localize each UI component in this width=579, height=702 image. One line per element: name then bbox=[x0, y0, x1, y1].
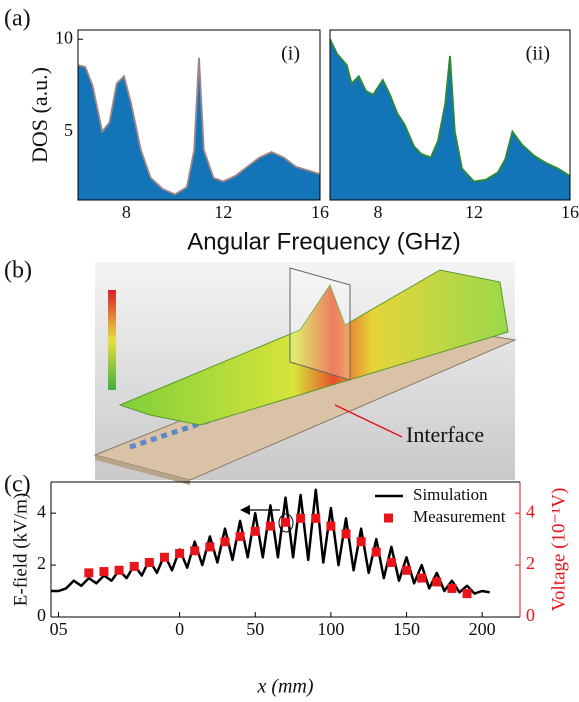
marker bbox=[296, 513, 306, 523]
x-tick-label: 200 bbox=[469, 619, 496, 639]
x-tick-label: 12 bbox=[214, 202, 232, 222]
y-axis-label: E-field (kV/m) bbox=[10, 493, 31, 606]
x-tick-label: 16 bbox=[561, 202, 579, 222]
marker bbox=[371, 547, 381, 557]
subplot-label: (i) bbox=[281, 43, 300, 65]
marker bbox=[175, 548, 185, 558]
marker bbox=[129, 561, 139, 571]
y2-tick-label: 4 bbox=[526, 501, 535, 521]
marker bbox=[159, 552, 169, 562]
x-tick-label: 12 bbox=[465, 202, 483, 222]
marker bbox=[205, 542, 215, 552]
area-fill bbox=[330, 39, 570, 201]
annotation: Interface bbox=[406, 422, 484, 447]
marker bbox=[114, 565, 124, 575]
x-tick-label: 8 bbox=[122, 202, 131, 222]
x-tick-label: 150 bbox=[393, 619, 420, 639]
marker bbox=[432, 577, 442, 587]
marker bbox=[281, 517, 290, 527]
marker bbox=[447, 583, 457, 593]
marker bbox=[341, 529, 351, 539]
y2-axis-label: Voltage (10⁻¹V) bbox=[548, 488, 569, 612]
x-tick-label: 50 bbox=[246, 619, 264, 639]
marker bbox=[250, 526, 260, 536]
x-axis-label: x (mm) bbox=[256, 676, 313, 698]
x-tick-label: 0 bbox=[175, 619, 184, 639]
marker bbox=[386, 557, 396, 567]
area-fill bbox=[78, 57, 320, 201]
marker bbox=[235, 532, 245, 542]
marker bbox=[265, 521, 275, 531]
line bbox=[51, 488, 490, 595]
panel-label: (c) bbox=[4, 472, 31, 498]
subplot-label: (ii) bbox=[526, 43, 550, 65]
y-axis-label: DOS (a.u.) bbox=[27, 67, 52, 163]
y-tick-label: 0 bbox=[37, 605, 46, 625]
plot-frame bbox=[329, 29, 571, 201]
y2-tick-label: 2 bbox=[526, 553, 535, 573]
marker bbox=[356, 537, 366, 547]
legend-marker bbox=[384, 513, 393, 523]
x-tick-label: 16 bbox=[311, 202, 329, 222]
panel-label: (b) bbox=[4, 258, 32, 284]
marker bbox=[99, 567, 109, 577]
marker bbox=[84, 568, 94, 578]
area-edge bbox=[329, 38, 571, 183]
y-tick-label: 10 bbox=[55, 27, 73, 47]
marker bbox=[402, 565, 412, 575]
marker bbox=[417, 573, 427, 583]
marker bbox=[311, 513, 321, 523]
marker bbox=[190, 546, 200, 556]
marker bbox=[462, 589, 472, 599]
marker bbox=[144, 557, 154, 567]
legend-label: Measurement bbox=[413, 507, 506, 526]
simulation-image bbox=[93, 262, 517, 485]
area-edge bbox=[77, 57, 321, 196]
panel-label: (a) bbox=[4, 6, 31, 32]
x-tick-label: 100 bbox=[317, 619, 344, 639]
arrow-annotation bbox=[240, 505, 294, 533]
y-tick-label: 2 bbox=[37, 553, 46, 573]
marker bbox=[326, 521, 336, 531]
marker bbox=[220, 537, 230, 547]
y-tick-label: 5 bbox=[64, 120, 73, 140]
y-tick-label: 4 bbox=[37, 501, 46, 521]
x-tick-label: 8 bbox=[374, 202, 383, 222]
x-axis-label: Angular Frequency (GHz) bbox=[187, 228, 460, 255]
y2-tick-label: 0 bbox=[526, 605, 535, 625]
plot-frame bbox=[77, 29, 321, 201]
legend-label: Simulation bbox=[413, 485, 488, 504]
x-tick-label: 05 bbox=[50, 619, 68, 639]
